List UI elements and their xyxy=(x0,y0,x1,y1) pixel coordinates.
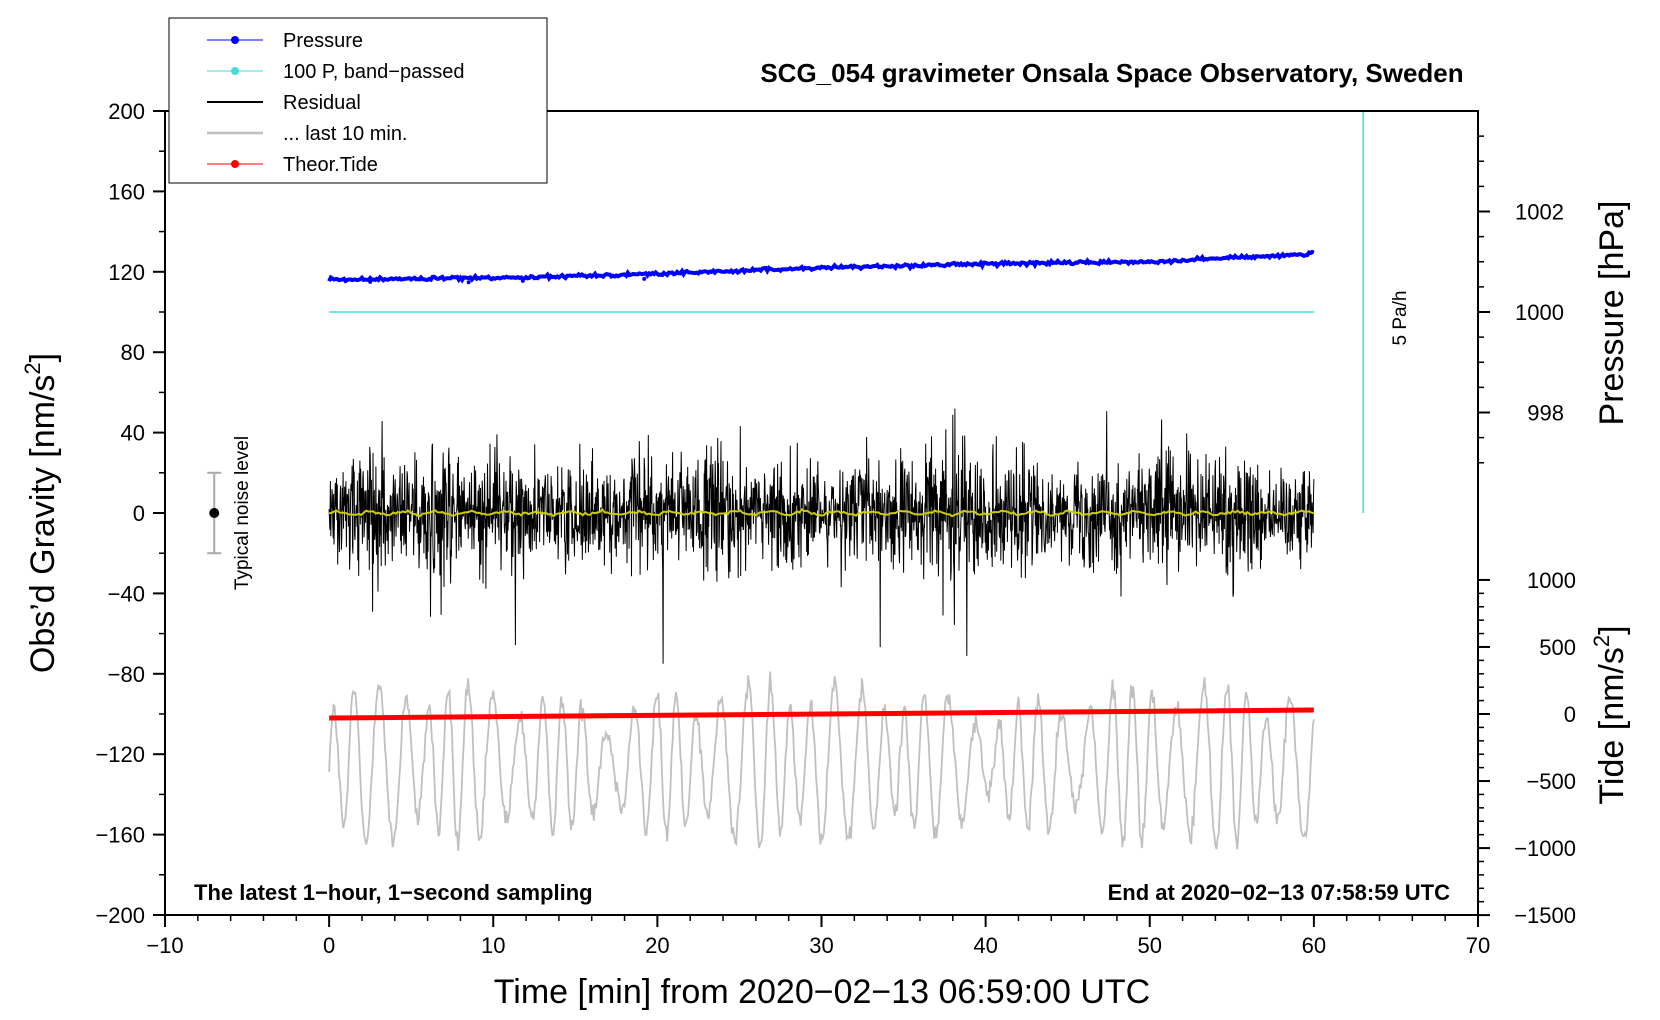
legend-item: 100 P, band−passed xyxy=(207,61,464,83)
noise-indicator-label: Typical noise level xyxy=(232,436,253,590)
noise-indicator-dot xyxy=(209,508,220,518)
legend-swatch-dot xyxy=(231,160,239,168)
legend-item: Residual xyxy=(207,92,361,114)
y-tick-label: −120 xyxy=(95,742,145,767)
legend-label: Pressure xyxy=(283,30,363,52)
y-tick-label: 0 xyxy=(133,501,145,526)
y-tick-label: 120 xyxy=(108,260,145,285)
pressure-outlier-point xyxy=(466,280,471,285)
chart-title: SCG_054 gravimeter Onsala Space Observat… xyxy=(760,58,1463,88)
annotation-right: End at 2020−02−13 07:58:59 UTC xyxy=(1108,880,1451,905)
legend-swatch-dot xyxy=(231,36,239,44)
legend-label: Residual xyxy=(283,92,361,114)
legend-box xyxy=(168,17,548,184)
x-tick-label: 60 xyxy=(1302,933,1326,958)
y-tick-label: 200 xyxy=(108,99,145,124)
tide-axis-label: Tide [nm/s2] xyxy=(1589,625,1631,804)
x-tick-label: −10 xyxy=(146,933,183,958)
pressure-outlier-point xyxy=(642,276,647,281)
legend-label: 100 P, band−passed xyxy=(283,61,464,83)
x-axis-label: Time [min] from 2020−02−13 06:59:00 UTC xyxy=(494,973,1150,1011)
tide-tick-label: −1500 xyxy=(1514,903,1576,928)
series-pressure xyxy=(327,249,1315,284)
legend-item: ... last 10 min. xyxy=(207,123,408,145)
pressure-tick-label: 1000 xyxy=(1515,300,1564,325)
legend-label: Theor.Tide xyxy=(283,154,378,176)
y-tick-label: 80 xyxy=(121,340,145,365)
x-tick-label: 70 xyxy=(1466,933,1490,958)
pressure-tick-label: 998 xyxy=(1527,401,1564,426)
y-axis-label: Obs’d Gravity [nm/s2] xyxy=(20,353,62,673)
tide-axis: 1000 500 0 −500 −1000 −1500 xyxy=(1478,568,1576,928)
series-smoothed-residual xyxy=(328,507,1315,518)
pressure-axis-label: Pressure [hPa] xyxy=(1593,201,1631,426)
y-axis: 200 160 120 80 40 0 −40 −80 −120 −160 −200 xyxy=(95,99,165,928)
series-theor-tide xyxy=(329,707,1314,721)
pressure-outlier-point xyxy=(520,278,525,283)
legend-swatch-dot xyxy=(231,67,239,75)
x-tick-label: 40 xyxy=(973,933,997,958)
tide-tick-label: 0 xyxy=(1564,702,1576,727)
legend-item: Pressure xyxy=(207,30,363,52)
tide-tick-label: −500 xyxy=(1526,769,1576,794)
rate-marker-label: 5 Pa/h xyxy=(1390,291,1411,346)
series-residual xyxy=(328,408,1315,664)
x-tick-label: 50 xyxy=(1138,933,1162,958)
x-axis: −10 0 10 20 30 40 50 60 70 xyxy=(146,915,1490,958)
tide-tick-label: 1000 xyxy=(1527,568,1576,593)
tide-tick-label: 500 xyxy=(1539,635,1576,660)
pressure-tick-label: 1002 xyxy=(1515,200,1564,225)
legend-item: Theor.Tide xyxy=(207,154,378,176)
y-tick-label: −80 xyxy=(108,662,145,687)
y-tick-label: −160 xyxy=(95,823,145,848)
annotation-left: The latest 1−hour, 1−second sampling xyxy=(194,880,593,905)
pressure-axis: 1002 1000 998 xyxy=(1478,135,1564,464)
x-tick-label: 10 xyxy=(481,933,505,958)
pressure-outlier-point xyxy=(368,279,373,284)
x-tick-label: 30 xyxy=(809,933,833,958)
y-tick-label: 160 xyxy=(108,179,145,204)
series-last-10-min xyxy=(328,671,1315,851)
legend: Pressure 100 P, band−passed Residual ... la… xyxy=(168,17,548,184)
tide-tick-label: −1000 xyxy=(1514,836,1576,861)
x-tick-label: 0 xyxy=(323,933,335,958)
y-tick-label: −200 xyxy=(95,903,145,928)
legend-label: ... last 10 min. xyxy=(283,123,408,145)
y-tick-label: −40 xyxy=(108,581,145,606)
x-tick-label: 20 xyxy=(645,933,669,958)
y-tick-label: 40 xyxy=(121,421,145,446)
